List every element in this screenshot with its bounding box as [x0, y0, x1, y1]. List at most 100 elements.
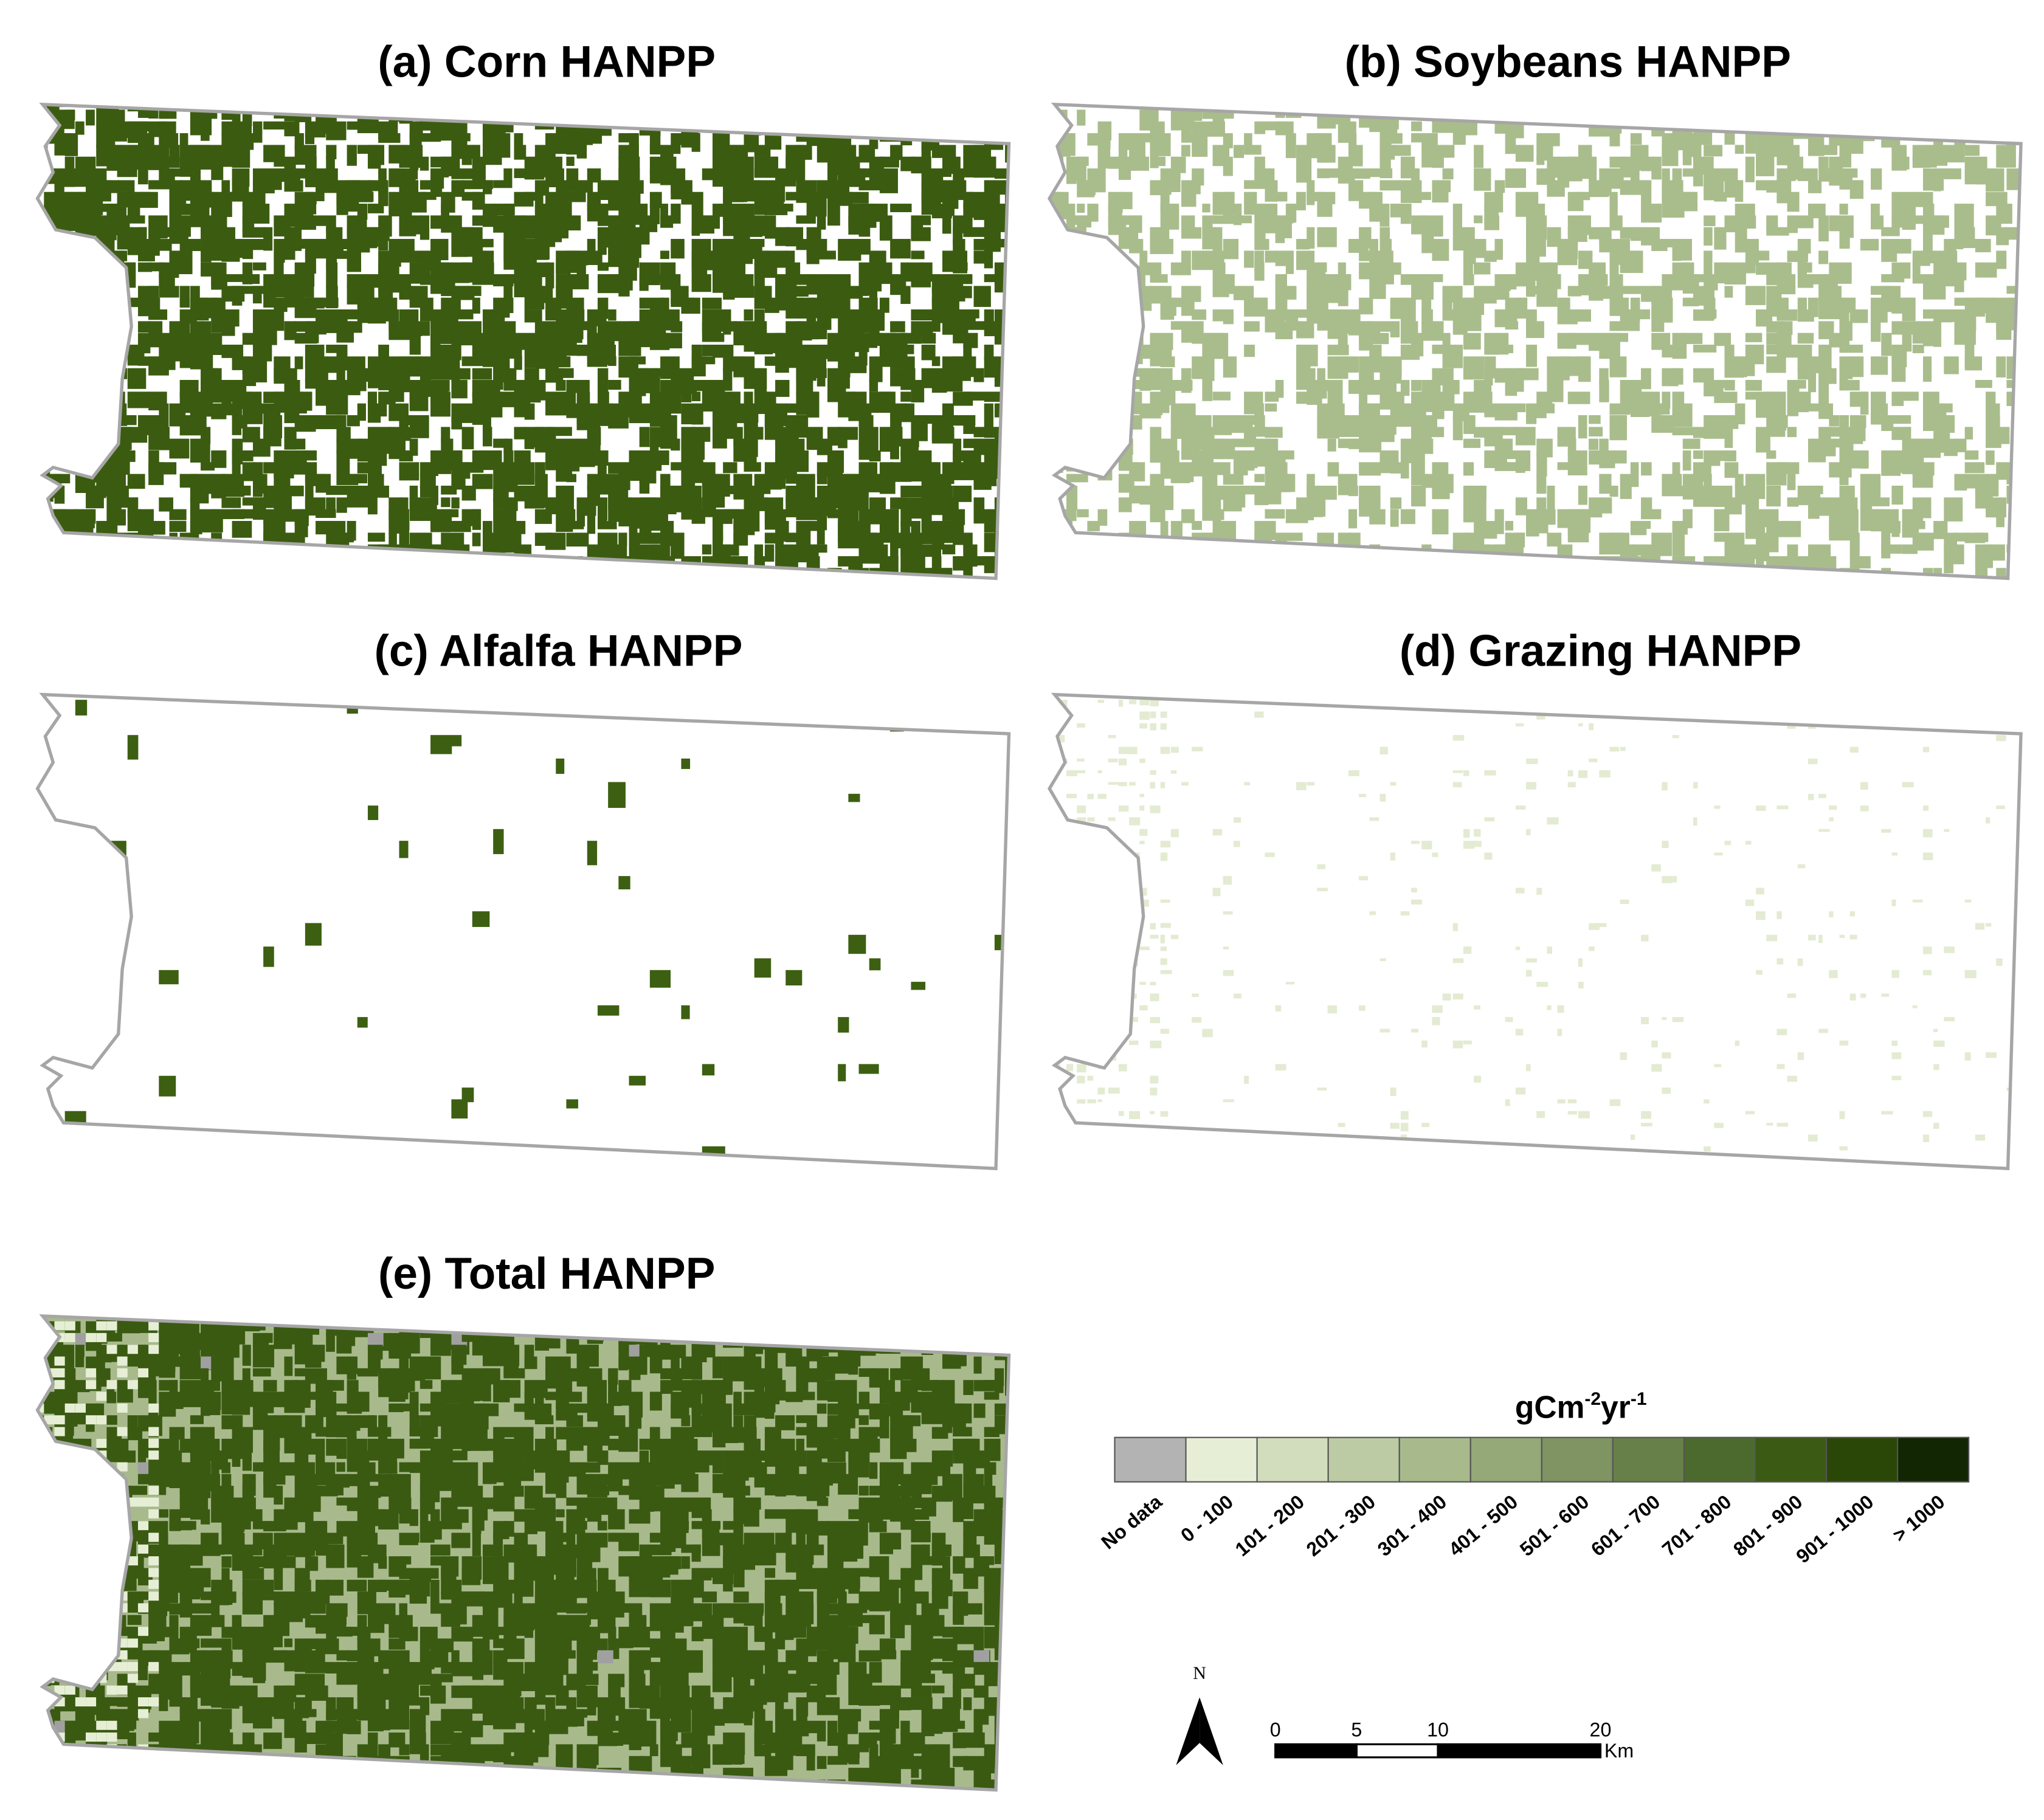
field: [890, 1450, 907, 1460]
field: [1421, 274, 1443, 283]
field: [1244, 321, 1260, 332]
field: [1202, 533, 1225, 557]
field: [1766, 533, 1779, 553]
field: [1139, 700, 1150, 706]
field: [357, 356, 365, 371]
field: [1954, 239, 1964, 250]
field: [556, 262, 571, 275]
field: [1609, 321, 1622, 331]
field: [1202, 380, 1213, 401]
field: [931, 427, 955, 444]
field: [1097, 1158, 1104, 1163]
field: [326, 485, 348, 495]
field: [921, 1403, 945, 1424]
field: [232, 462, 241, 476]
field: [723, 274, 735, 300]
field: [1118, 805, 1129, 812]
field: [785, 1486, 803, 1495]
field: [148, 309, 168, 320]
field: [137, 568, 147, 579]
field: [817, 474, 827, 484]
field: [534, 356, 548, 365]
field: [1160, 923, 1171, 928]
field: [461, 109, 482, 120]
field: [1766, 580, 1782, 602]
field: [430, 391, 451, 417]
field: [274, 180, 282, 190]
field: [1087, 427, 1108, 443]
field: [1849, 104, 1868, 108]
field: [96, 1462, 107, 1472]
field: [1756, 888, 1764, 895]
field: [493, 1146, 514, 1169]
field: [1463, 368, 1472, 380]
field: [420, 368, 431, 381]
field: [597, 485, 610, 495]
field: [1066, 911, 1075, 920]
field: [1150, 556, 1160, 570]
field: [900, 286, 911, 305]
field: [1693, 368, 1714, 383]
field: [1818, 934, 1823, 943]
field: [305, 333, 319, 343]
field: [1223, 1158, 1232, 1163]
field: [1118, 864, 1128, 867]
field: [848, 1332, 861, 1345]
field: [1097, 1005, 1103, 1010]
field: [37, 1438, 44, 1448]
field: [524, 168, 545, 180]
field: [775, 345, 787, 359]
field: [64, 356, 74, 367]
field: [775, 474, 786, 489]
field: [2017, 309, 2022, 333]
field: [64, 1497, 75, 1507]
field: [106, 109, 125, 125]
map-outline: [35, 692, 1011, 1171]
field: [702, 356, 716, 365]
field: [1871, 509, 1885, 532]
field: [1797, 121, 1821, 134]
field: [336, 1403, 359, 1412]
field: [911, 438, 919, 447]
field: [1724, 368, 1747, 377]
field: [1474, 829, 1481, 837]
field: [1160, 841, 1171, 848]
field: [545, 568, 561, 579]
field: [1996, 958, 2003, 966]
field: [660, 580, 674, 602]
field: [441, 568, 457, 579]
field: [879, 262, 893, 284]
field: [1547, 262, 1558, 278]
field: [1881, 829, 1891, 833]
field: [201, 121, 210, 141]
field: [1390, 262, 1401, 275]
field: [1005, 309, 1009, 324]
field: [54, 368, 71, 384]
field: [1756, 180, 1767, 191]
field: [702, 1345, 716, 1358]
field: [1578, 168, 1597, 179]
field: [1055, 345, 1079, 368]
field: [1181, 782, 1189, 786]
field: [1129, 1170, 1137, 1174]
field: [64, 262, 87, 274]
field: [702, 297, 722, 309]
field: [96, 333, 117, 357]
field: [1955, 580, 1974, 602]
field: [576, 180, 593, 193]
field: [137, 227, 147, 238]
field: [1077, 923, 1085, 926]
field: [1108, 403, 1120, 428]
field: [1049, 168, 1055, 178]
field: [252, 544, 272, 564]
field: [1359, 793, 1367, 798]
field: [1015, 1404, 1028, 1422]
field: [869, 958, 881, 971]
field: [1223, 1099, 1234, 1103]
field: [1005, 321, 1009, 344]
field: [1015, 368, 1032, 378]
field: [1975, 380, 1992, 388]
field: [170, 580, 182, 596]
field: [1139, 380, 1151, 391]
field: [1066, 1134, 1075, 1143]
